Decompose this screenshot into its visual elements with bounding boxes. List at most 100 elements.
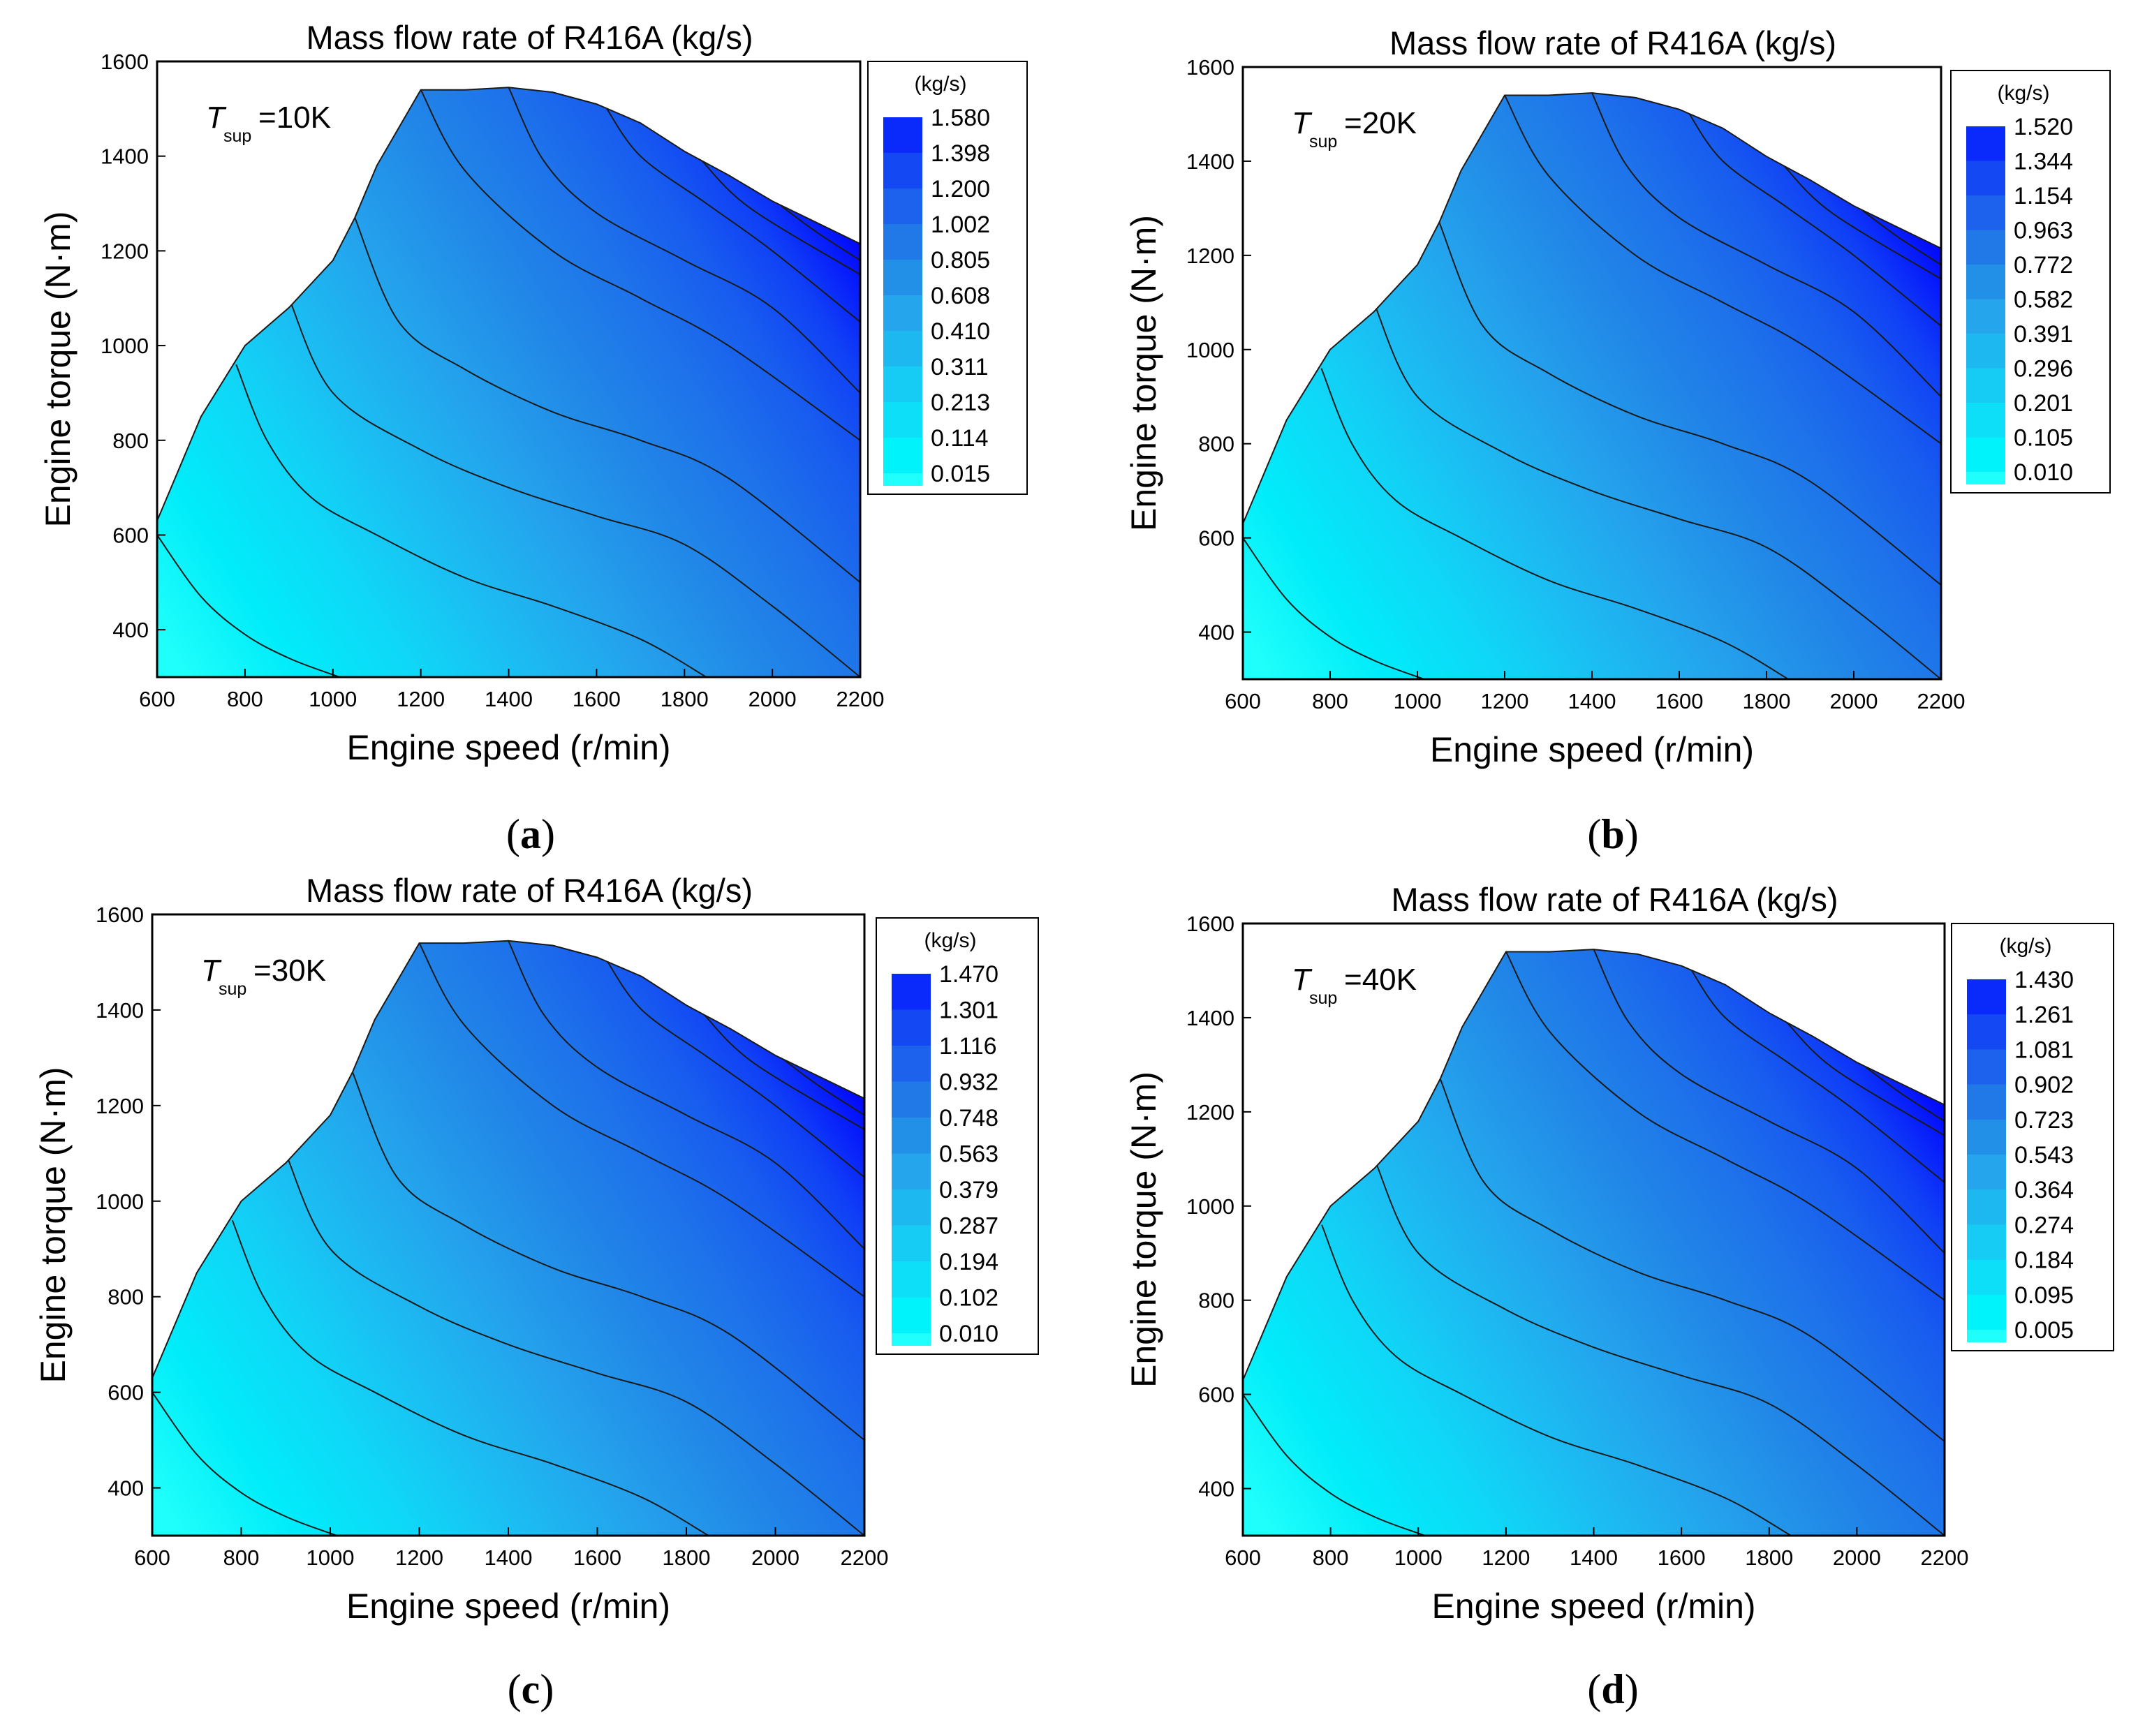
contour-line bbox=[1593, 949, 1945, 1254]
contour-line bbox=[1373, 1158, 1945, 1536]
colorbar-swatch bbox=[1967, 1259, 2006, 1296]
colorbar-swatch bbox=[883, 153, 922, 189]
tsup-subscript: sup bbox=[223, 126, 251, 146]
y-axis-label: Engine torque (N·m) bbox=[34, 1067, 73, 1383]
contour-line bbox=[1504, 95, 1941, 445]
y-tick-label: 1400 bbox=[96, 998, 144, 1023]
contour-line bbox=[1505, 951, 1945, 1301]
y-axis-label: Engine torque (N·m) bbox=[1124, 215, 1163, 531]
colorbar-level-label: 0.963 bbox=[2014, 218, 2073, 244]
colorbar-level-label: 0.102 bbox=[939, 1285, 998, 1312]
contour-line bbox=[1861, 209, 1941, 266]
x-tick-label: 1000 bbox=[1394, 1545, 1443, 1570]
colorbar-level-label: 0.805 bbox=[931, 247, 990, 274]
y-tick-label: 1600 bbox=[96, 903, 144, 927]
y-tick-label: 400 bbox=[108, 1476, 144, 1501]
x-tick-label: 600 bbox=[1225, 1545, 1261, 1570]
panel-caption: (d) bbox=[1587, 1666, 1638, 1712]
colorbar-level-label: 0.608 bbox=[931, 283, 990, 309]
y-tick-label: 1000 bbox=[96, 1189, 144, 1214]
colorbar-level-label: 0.748 bbox=[939, 1105, 998, 1132]
panel-caption: (c) bbox=[508, 1666, 554, 1712]
x-axis-label: Engine speed (r/min) bbox=[346, 728, 670, 767]
x-tick-label: 1400 bbox=[1568, 689, 1616, 713]
colorbar-level-label: 0.114 bbox=[931, 425, 989, 452]
y-tick-label: 1000 bbox=[1186, 338, 1234, 362]
colorbar: (kg/s) 1.580 1.398 1.200 1.002 0.805 0.608 0.41… bbox=[867, 61, 1028, 495]
colorbar-swatch bbox=[892, 1046, 931, 1083]
y-tick-label: 1600 bbox=[1186, 55, 1234, 80]
x-tick-label: 2200 bbox=[841, 1545, 889, 1570]
tsup-subscript: sup bbox=[1309, 132, 1337, 151]
colorbar-level-label: 0.311 bbox=[931, 354, 989, 380]
colorbar-level-label: 0.902 bbox=[2014, 1072, 2074, 1099]
colorbar-level-label: 0.287 bbox=[939, 1213, 998, 1240]
tsup-symbol: T bbox=[201, 954, 222, 988]
colorbar-level-label: 1.520 bbox=[2014, 114, 2073, 140]
envelope-line bbox=[152, 940, 865, 1536]
colorbar-swatch bbox=[892, 1189, 931, 1226]
contour-fill bbox=[1243, 949, 1945, 1536]
x-tick-label: 1600 bbox=[1658, 1545, 1706, 1570]
contour-line bbox=[508, 87, 860, 394]
y-tick-label: 1200 bbox=[1186, 244, 1234, 268]
colorbar-level-label: 1.430 bbox=[2014, 967, 2074, 993]
colorbar-level-label: 0.543 bbox=[2014, 1142, 2074, 1169]
colorbar-swatch bbox=[1967, 1119, 2006, 1155]
contour-line bbox=[605, 105, 860, 322]
x-tick-label: 1200 bbox=[397, 687, 445, 711]
x-tick-label: 2200 bbox=[836, 687, 885, 711]
colorbar-level-label: 0.563 bbox=[939, 1141, 998, 1168]
colorbar-swatch bbox=[1966, 161, 2005, 196]
colorbar-level-label: 0.213 bbox=[931, 390, 990, 416]
contour-line bbox=[1439, 1078, 1945, 1442]
colorbar-swatch bbox=[892, 1333, 931, 1346]
colorbar-swatch bbox=[1966, 299, 2005, 334]
y-tick-label: 600 bbox=[112, 523, 149, 547]
x-tick-label: 600 bbox=[139, 687, 175, 711]
x-tick-label: 800 bbox=[223, 1545, 260, 1570]
x-tick-label: 1800 bbox=[661, 687, 709, 711]
colorbar-swatch bbox=[883, 438, 922, 474]
colorbar: (kg/s) 1.470 1.301 1.116 0.932 0.748 0.563 0.37… bbox=[876, 917, 1039, 1355]
chart-title: Mass flow rate of R416A (kg/s) bbox=[1392, 881, 1838, 918]
colorbar-level-label: 0.095 bbox=[2014, 1282, 2074, 1309]
y-tick-label: 1400 bbox=[101, 144, 149, 169]
contour-line bbox=[354, 217, 860, 584]
contour-line bbox=[1689, 967, 1945, 1183]
colorbar-swatch bbox=[892, 1261, 931, 1298]
colorbar-level-label: 0.723 bbox=[2014, 1107, 2074, 1134]
colorbar-swatch bbox=[883, 188, 922, 225]
y-tick-label: 1600 bbox=[1186, 912, 1234, 936]
contour-fill bbox=[157, 87, 860, 678]
contour-line bbox=[1783, 165, 1941, 280]
x-tick-label: 800 bbox=[227, 687, 263, 711]
colorbar-level-label: 1.081 bbox=[2014, 1037, 2074, 1063]
chart-title: Mass flow rate of R416A (kg/s) bbox=[1389, 24, 1836, 61]
x-tick-label: 800 bbox=[1313, 1545, 1349, 1570]
colorbar-level-label: 0.391 bbox=[2014, 321, 2073, 348]
colorbar-swatch bbox=[1966, 195, 2005, 231]
colorbar-level-label: 0.005 bbox=[2014, 1317, 2074, 1344]
colorbar-swatch bbox=[883, 366, 922, 403]
colorbar-swatch bbox=[1967, 1084, 2006, 1120]
contour-line bbox=[1321, 1224, 1792, 1536]
tsup-subscript: sup bbox=[1309, 988, 1337, 1008]
y-tick-label: 400 bbox=[112, 618, 149, 642]
colorbar-swatch bbox=[883, 260, 922, 296]
colorbar-unit: (kg/s) bbox=[915, 73, 967, 96]
chart-title: Mass flow rate of R416A (kg/s) bbox=[307, 19, 753, 56]
y-tick-label: 600 bbox=[1198, 526, 1234, 551]
y-tick-label: 800 bbox=[112, 429, 149, 453]
contour-line bbox=[1373, 302, 1941, 680]
colorbar-level-label: 1.470 bbox=[939, 961, 998, 988]
contour-line bbox=[701, 160, 860, 276]
y-tick-label: 1400 bbox=[1186, 149, 1234, 174]
contour-line bbox=[235, 364, 707, 678]
x-tick-label: 600 bbox=[134, 1545, 170, 1570]
colorbar-swatch bbox=[892, 1009, 931, 1046]
colorbar-swatch bbox=[1967, 1224, 2006, 1261]
x-tick-label: 2000 bbox=[751, 1545, 799, 1570]
y-tick-label: 600 bbox=[108, 1381, 144, 1405]
y-tick-label: 1200 bbox=[1186, 1100, 1234, 1125]
